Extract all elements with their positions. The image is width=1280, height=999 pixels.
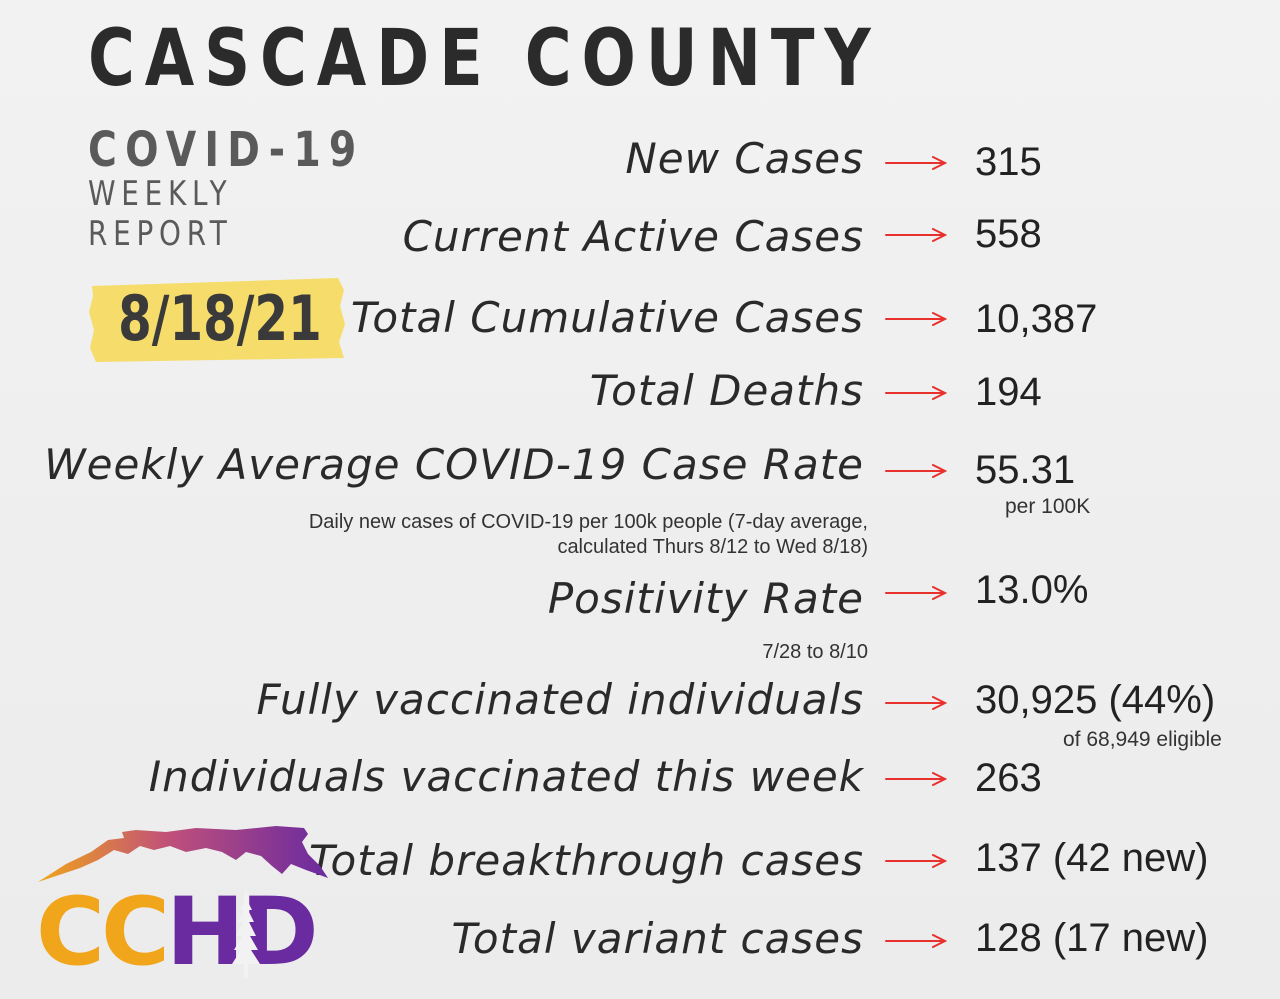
total-deaths-value: 194	[975, 370, 1042, 414]
arrow-icon	[885, 934, 947, 948]
pine-tree-icon	[232, 890, 260, 978]
arrow-icon	[885, 696, 947, 710]
new-cases-value: 315	[975, 140, 1042, 184]
arrow-icon	[885, 586, 947, 600]
new-cases-label: New Cases	[625, 134, 864, 183]
case-rate-note-2: calculated Thurs 8/12 to Wed 8/18)	[557, 536, 868, 558]
vaccinated-this-week-label: Individuals vaccinated this week	[148, 752, 864, 801]
date-highlight	[89, 278, 345, 362]
arrow-icon	[885, 386, 947, 400]
vaccinated-this-week-value: 263	[975, 756, 1042, 800]
covid-title: COVID-19	[88, 122, 365, 178]
variant-cases-label: Total variant cases	[451, 914, 864, 963]
eligible-count: of 68,949 eligible	[1063, 728, 1222, 751]
fully-vaccinated-value: 30,925 (44%)	[975, 678, 1216, 722]
county-title: CASCADE COUNTY	[88, 14, 881, 104]
positivity-rate-value: 13.0%	[975, 568, 1089, 612]
case-rate-note-1: Daily new cases of COVID-19 per 100k peo…	[308, 511, 868, 533]
case-rate-label: Weekly Average COVID-19 Case Rate	[44, 440, 864, 489]
total-deaths-label: Total Deaths	[589, 366, 864, 415]
active-cases-label: Current Active Cases	[402, 212, 864, 261]
report-date: 8/18/21	[118, 282, 322, 355]
positivity-rate-note: 7/28 to 8/10	[762, 641, 868, 663]
fully-vaccinated-label: Fully vaccinated individuals	[256, 675, 864, 724]
arrow-icon	[885, 228, 947, 242]
case-rate-value: 55.31	[975, 448, 1076, 492]
arrow-icon	[885, 772, 947, 786]
breakthrough-cases-value: 137 (42 new)	[975, 836, 1209, 880]
arrow-icon	[885, 464, 947, 478]
cumulative-cases-label: Total Cumulative Cases	[350, 293, 864, 342]
cchd-logo-text: CCHD	[36, 878, 319, 987]
variant-cases-value: 128 (17 new)	[975, 916, 1209, 960]
case-rate-unit: per 100K	[1005, 495, 1091, 518]
breakthrough-cases-label: Total breakthrough cases	[309, 836, 864, 885]
arrow-icon	[885, 156, 947, 170]
weekly-label: WEEKLY	[88, 174, 233, 214]
arrow-icon	[885, 854, 947, 868]
cumulative-cases-value: 10,387	[975, 297, 1098, 341]
report-label: REPORT	[88, 214, 233, 254]
positivity-rate-label: Positivity Rate	[547, 574, 864, 623]
active-cases-value: 558	[975, 212, 1042, 256]
cchd-logo-mountain	[38, 826, 328, 882]
arrow-icon	[885, 312, 947, 326]
